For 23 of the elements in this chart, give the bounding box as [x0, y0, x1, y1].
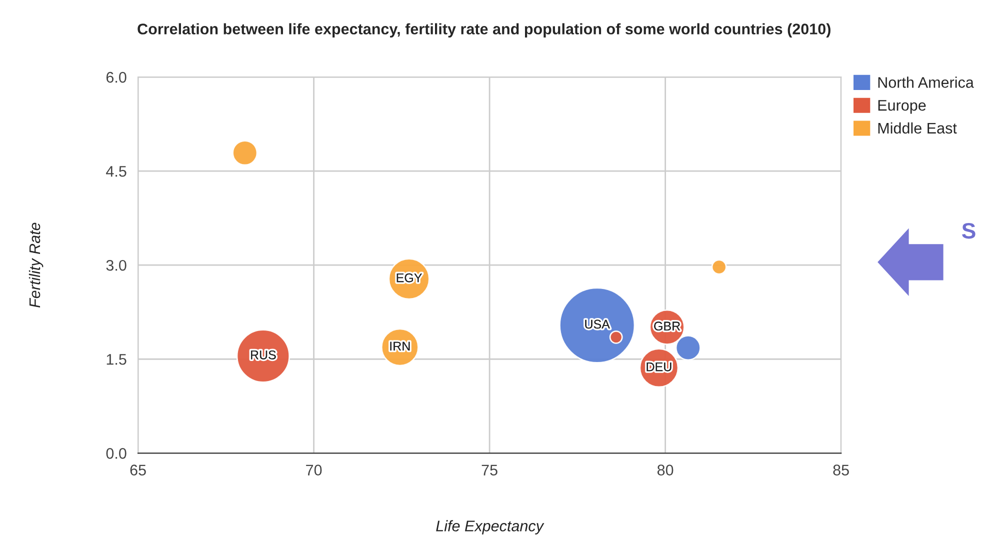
chart-title: Correlation between life expectancy, fertility rate and population of some world countries (2010): [138, 23, 830, 38]
annotation: EGY: [396, 273, 422, 282]
x-tick-label: 70: [306, 464, 322, 476]
text: S: [962, 222, 976, 239]
x-axis-title: Life Expectancy: [436, 520, 544, 534]
y-tick-label: 4.5: [106, 166, 126, 177]
legend-label: Europe: [878, 100, 926, 114]
annotation: GBR: [654, 322, 680, 331]
y-tick-label: 3.0: [106, 260, 126, 271]
y-tick-label: 1.5: [106, 354, 126, 365]
y-axis-title: Fertility Rate: [28, 222, 44, 308]
annotation: DEU: [646, 362, 672, 372]
annotation: RUS: [251, 350, 276, 360]
annotation: IRN: [390, 342, 410, 350]
legend-label: Middle East: [878, 122, 957, 134]
x-tick-label: 65: [130, 464, 146, 476]
x-tick-label: 85: [833, 464, 849, 476]
x-tick-label: 80: [657, 464, 674, 476]
annotation: USA: [585, 320, 610, 329]
legend-label: North America: [878, 76, 974, 88]
x-tick-label: 75: [482, 464, 498, 476]
y-tick-label: 0.0: [106, 448, 126, 459]
y-tick-label: 6.0: [106, 72, 126, 83]
